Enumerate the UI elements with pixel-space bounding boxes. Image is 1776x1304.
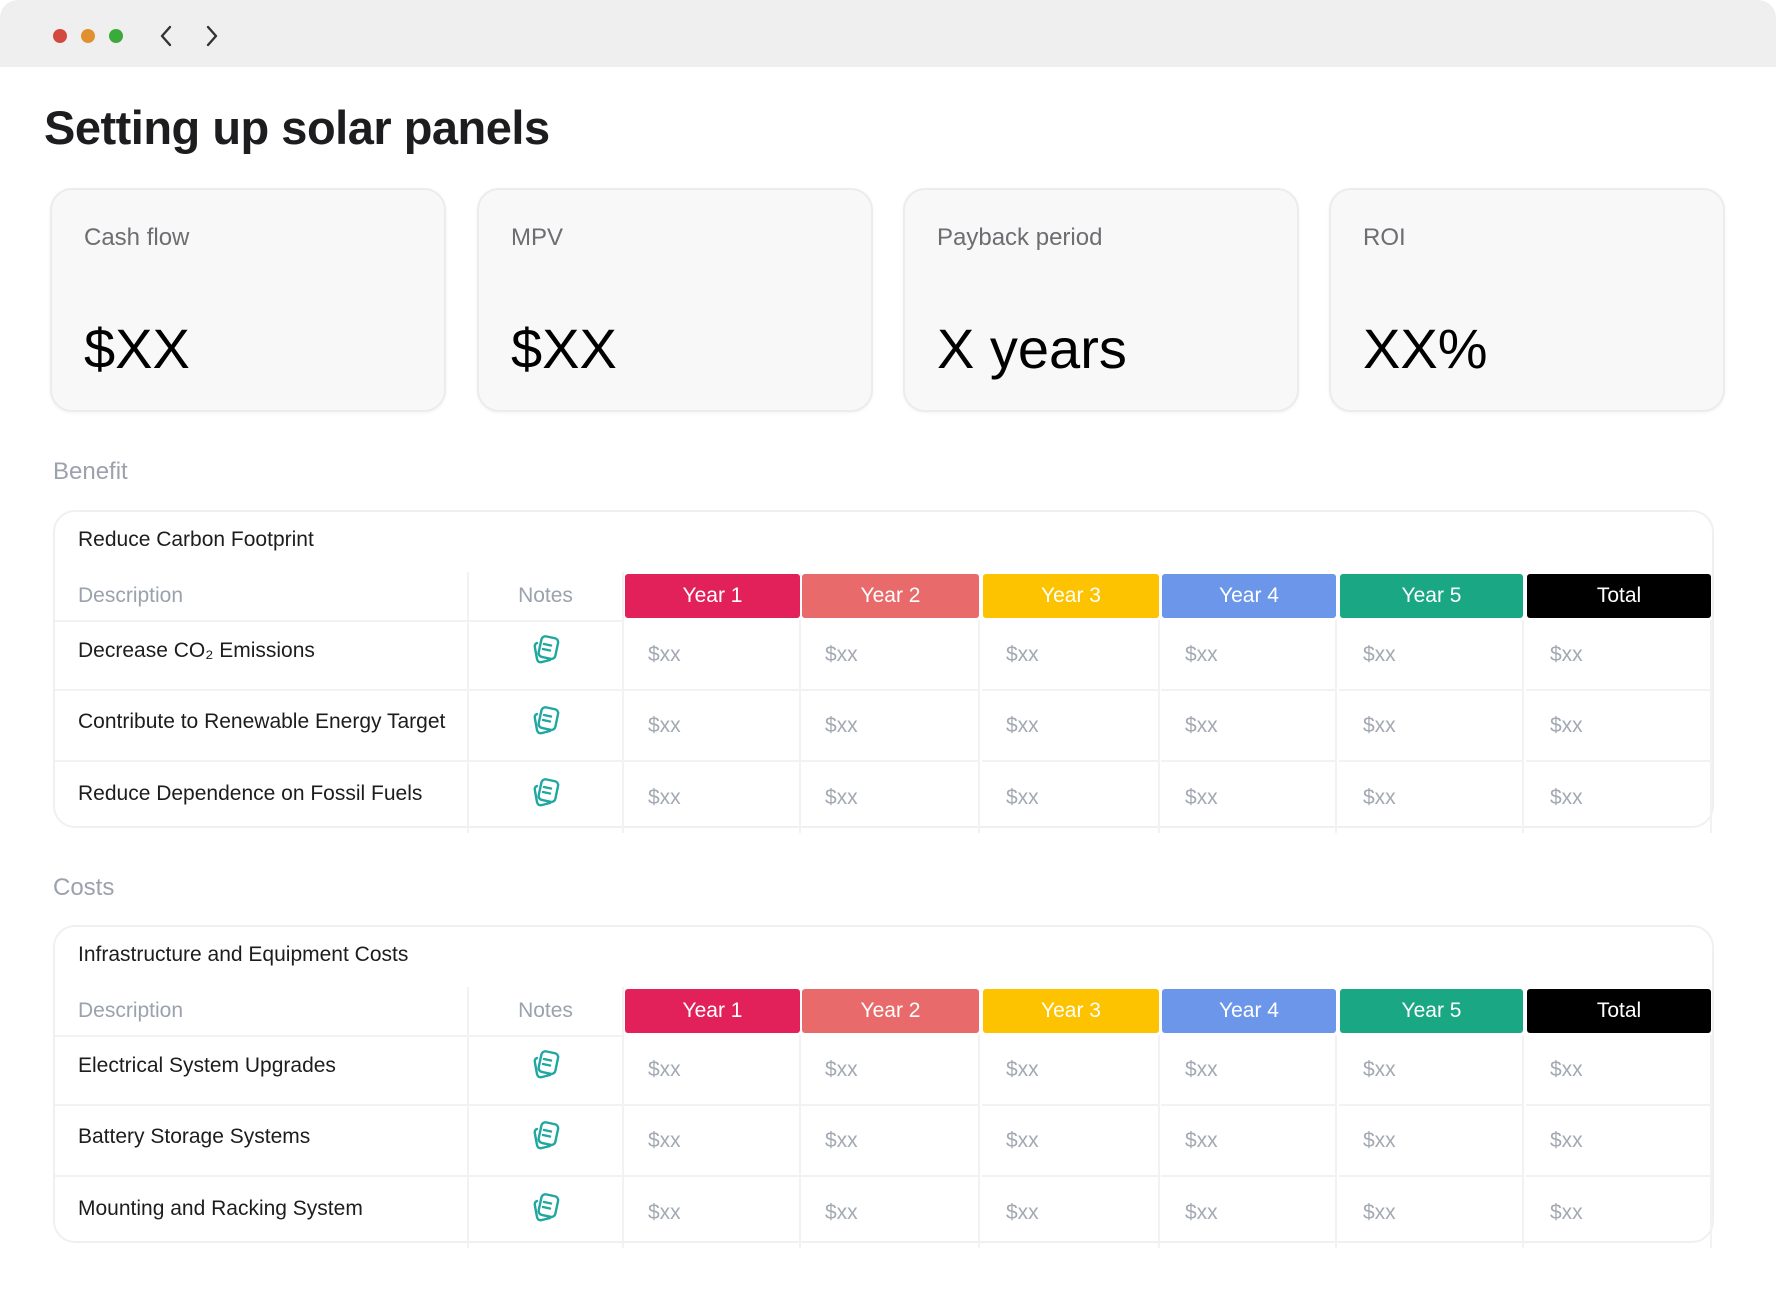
- metric-label: ROI: [1363, 224, 1406, 251]
- notes-icon[interactable]: [529, 633, 563, 667]
- value-cell: $xx: [1526, 691, 1712, 762]
- notes-icon[interactable]: [529, 1048, 563, 1082]
- close-button[interactable]: [53, 29, 67, 43]
- value-cell: $xx: [801, 762, 980, 833]
- notes-cell: [469, 620, 624, 691]
- metric-label: MPV: [511, 224, 564, 251]
- period-header: Total: [1527, 574, 1711, 618]
- value-cell: $xx: [1161, 620, 1337, 691]
- browser-toolbar: [0, 0, 1776, 67]
- period-header: Year 2: [802, 989, 979, 1033]
- value-cell: $xx: [624, 1177, 801, 1248]
- value-cell: $xx: [624, 1106, 801, 1177]
- notes-icon[interactable]: [529, 1191, 563, 1225]
- column-header: Notes: [469, 987, 624, 1037]
- value-cell: $xx: [1339, 1106, 1524, 1177]
- notes-cell: [469, 762, 624, 833]
- metric-value: XX%: [1363, 317, 1488, 380]
- value-cell: $xx: [1161, 691, 1337, 762]
- notes-icon[interactable]: [529, 776, 563, 810]
- value-cell: $xx: [801, 691, 980, 762]
- row-description: Battery Storage Systems: [55, 1106, 469, 1177]
- table-title: Infrastructure and Equipment Costs: [78, 943, 409, 966]
- period-header: Year 5: [1340, 989, 1523, 1033]
- period-header: Year 1: [625, 574, 800, 618]
- notes-cell: [469, 1035, 624, 1106]
- section-heading: Benefit: [53, 458, 128, 485]
- value-cell: $xx: [982, 1177, 1160, 1248]
- value-cell: $xx: [801, 620, 980, 691]
- column-header: Description: [55, 572, 469, 622]
- data-table: Infrastructure and Equipment Costs Descri…: [53, 925, 1714, 1248]
- value-cell: $xx: [982, 620, 1160, 691]
- period-header: Year 2: [802, 574, 979, 618]
- value-cell: $xx: [982, 762, 1160, 833]
- value-cell: $xx: [1161, 1035, 1337, 1106]
- notes-cell: [469, 691, 624, 762]
- value-cell: $xx: [1339, 762, 1524, 833]
- section-heading: Costs: [53, 874, 115, 901]
- column-header: Notes: [469, 572, 624, 622]
- value-cell: $xx: [1526, 1106, 1712, 1177]
- forward-button[interactable]: [200, 22, 224, 50]
- row-description: Mounting and Racking System: [55, 1177, 469, 1248]
- period-header: Year 4: [1162, 574, 1336, 618]
- row-description: Decrease CO₂ Emissions: [55, 620, 469, 691]
- metric-value: $XX: [511, 317, 617, 380]
- value-cell: $xx: [1161, 1177, 1337, 1248]
- value-cell: $xx: [1161, 762, 1337, 833]
- notes-icon[interactable]: [529, 704, 563, 738]
- row-description: Contribute to Renewable Energy Target: [55, 691, 469, 762]
- metric-value: X years: [937, 317, 1127, 380]
- notes-cell: [469, 1177, 624, 1248]
- back-button[interactable]: [154, 22, 178, 50]
- value-cell: $xx: [624, 620, 801, 691]
- metric-label: Payback period: [937, 224, 1103, 251]
- table-title: Reduce Carbon Footprint: [78, 528, 314, 551]
- period-header: Total: [1527, 989, 1711, 1033]
- period-header: Year 1: [625, 989, 800, 1033]
- value-cell: $xx: [801, 1035, 980, 1106]
- value-cell: $xx: [982, 1106, 1160, 1177]
- value-cell: $xx: [1526, 620, 1712, 691]
- value-cell: $xx: [801, 1106, 980, 1177]
- period-header: Year 3: [983, 574, 1159, 618]
- value-cell: $xx: [1526, 1035, 1712, 1106]
- value-cell: $xx: [1161, 1106, 1337, 1177]
- metric-card: Payback period X years: [903, 188, 1299, 412]
- metric-card: MPV $XX: [477, 188, 873, 412]
- column-header: Description: [55, 987, 469, 1037]
- row-description: Electrical System Upgrades: [55, 1035, 469, 1106]
- value-cell: $xx: [1339, 620, 1524, 691]
- notes-icon[interactable]: [529, 1119, 563, 1153]
- value-cell: $xx: [801, 1177, 980, 1248]
- maximize-button[interactable]: [109, 29, 123, 43]
- minimize-button[interactable]: [81, 29, 95, 43]
- metric-label: Cash flow: [84, 224, 190, 251]
- data-table: Reduce Carbon Footprint Description Notes Y…: [53, 510, 1714, 833]
- value-cell: $xx: [1339, 691, 1524, 762]
- value-cell: $xx: [1339, 1035, 1524, 1106]
- metric-value: $XX: [84, 317, 190, 380]
- period-header: Year 5: [1340, 574, 1523, 618]
- row-description: Reduce Dependence on Fossil Fuels: [55, 762, 469, 833]
- value-cell: $xx: [982, 691, 1160, 762]
- value-cell: $xx: [624, 691, 801, 762]
- value-cell: $xx: [1526, 1177, 1712, 1248]
- value-cell: $xx: [982, 1035, 1160, 1106]
- period-header: Year 3: [983, 989, 1159, 1033]
- metric-card: Cash flow $XX: [50, 188, 446, 412]
- value-cell: $xx: [624, 762, 801, 833]
- page-title: Setting up solar panels: [44, 101, 550, 154]
- value-cell: $xx: [1526, 762, 1712, 833]
- metric-card: ROI XX%: [1329, 188, 1725, 412]
- notes-cell: [469, 1106, 624, 1177]
- value-cell: $xx: [624, 1035, 801, 1106]
- period-header: Year 4: [1162, 989, 1336, 1033]
- value-cell: $xx: [1339, 1177, 1524, 1248]
